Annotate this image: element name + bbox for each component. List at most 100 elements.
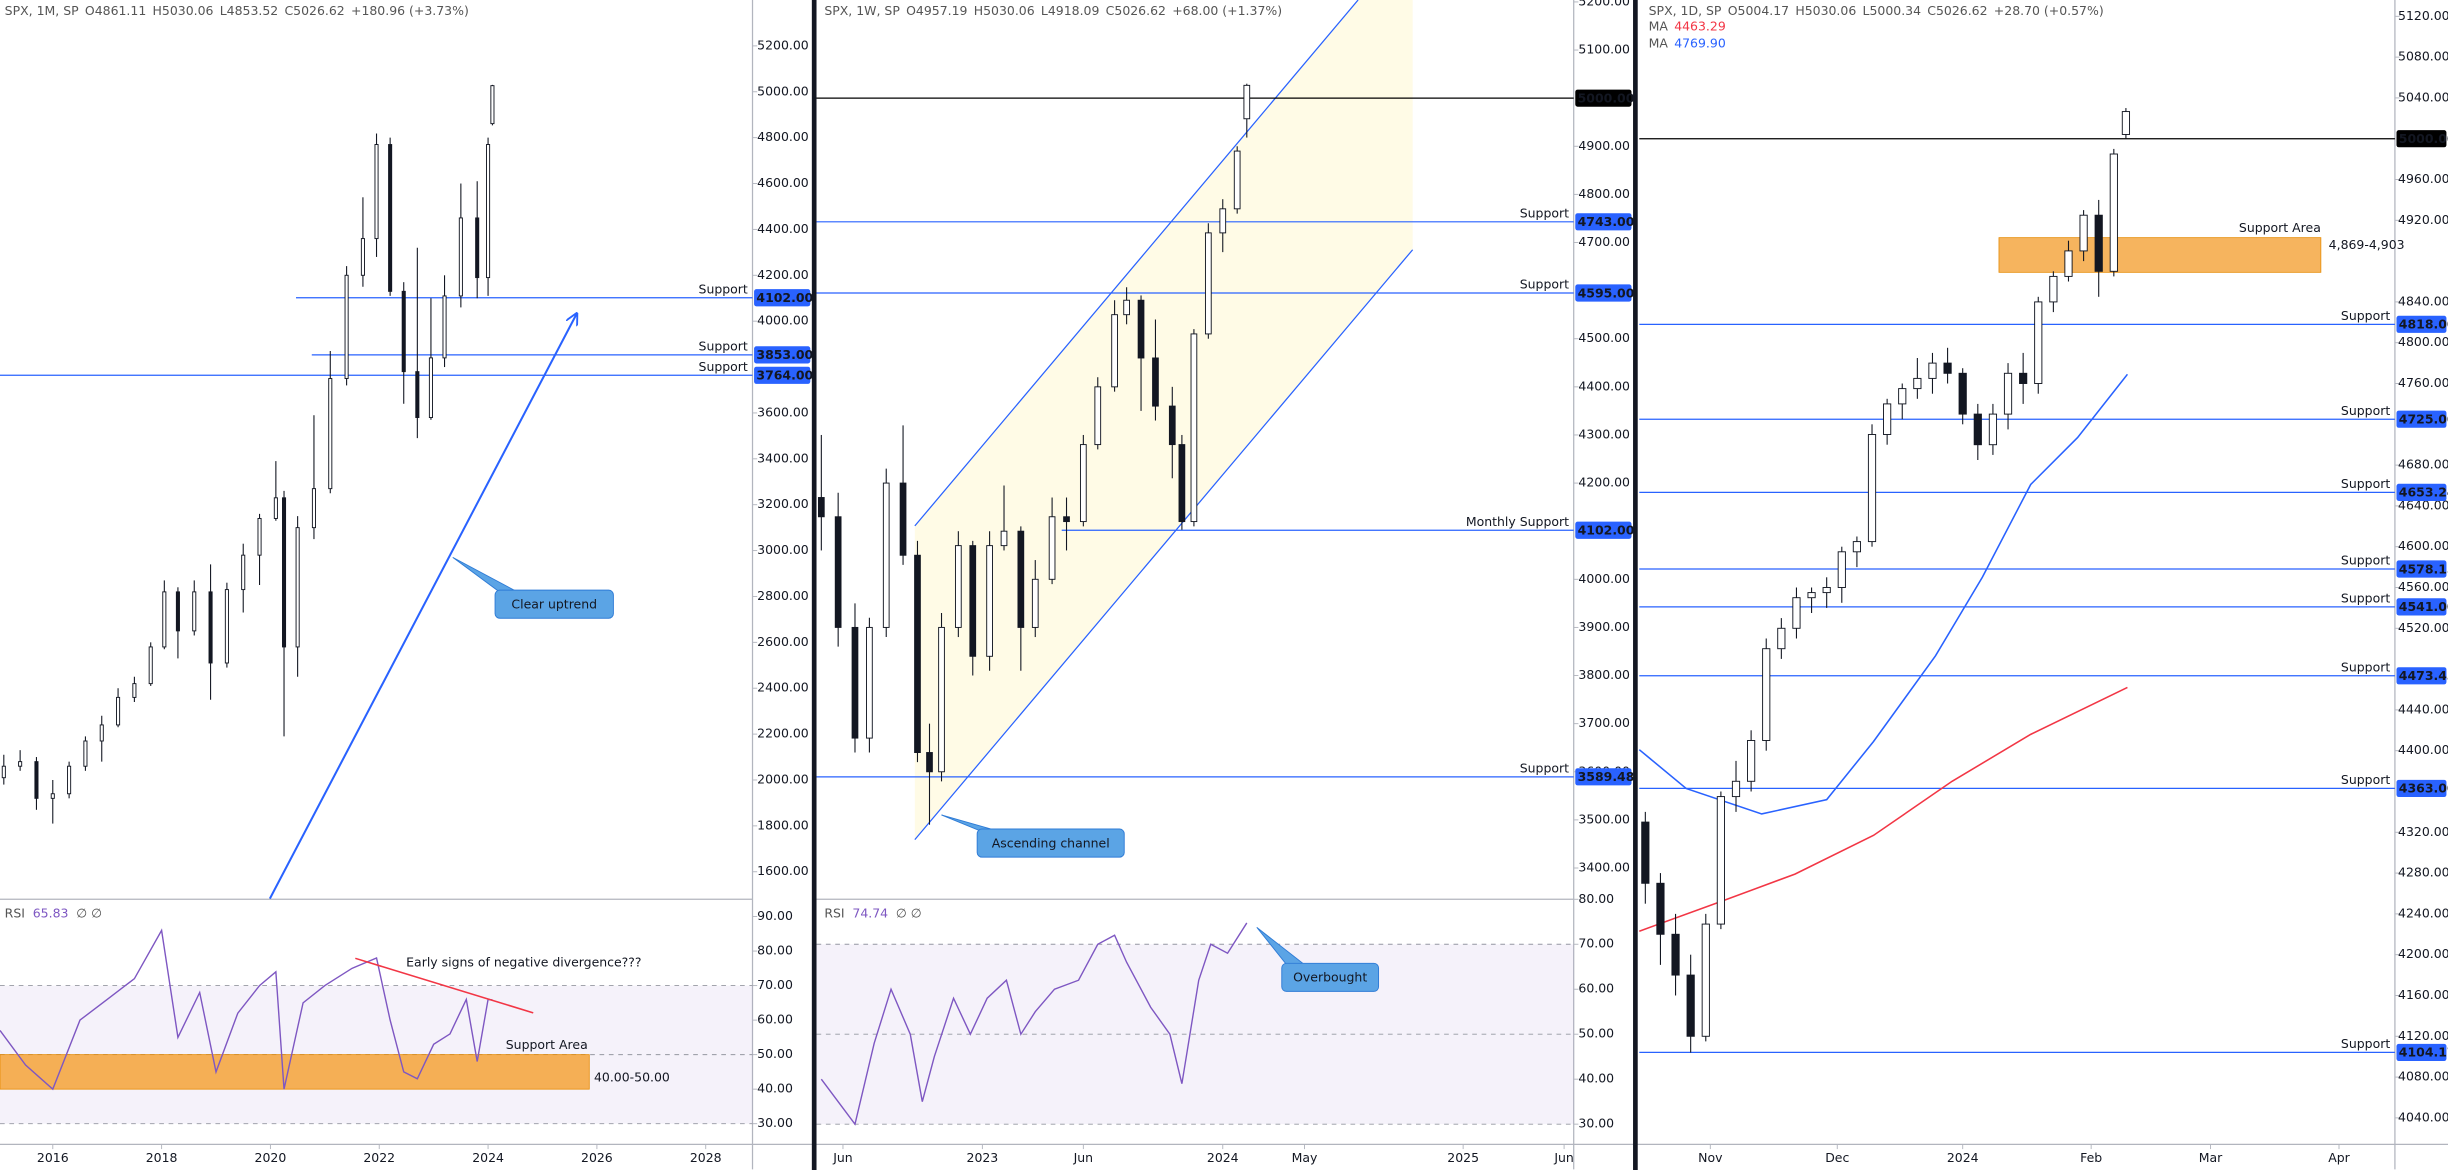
y-tick-label: 3000.00 — [757, 542, 809, 557]
callout-box — [976, 828, 1125, 858]
candle-body — [1233, 150, 1241, 210]
candle-body — [1747, 740, 1756, 782]
candle-body — [67, 765, 72, 795]
level-label-box — [2396, 410, 2447, 428]
y-tick-label: 4160.00 — [2398, 987, 2448, 1002]
level-text: Support — [2341, 1036, 2390, 1051]
level-label-box — [1575, 89, 1632, 107]
level-label: 4363.00 — [2399, 781, 2448, 796]
candle-body — [851, 626, 859, 739]
y-tick-label: 4500.00 — [1578, 330, 1630, 345]
candle-body — [1777, 627, 1786, 650]
x-tick-label: May — [1292, 1150, 1318, 1165]
candle-body — [1079, 444, 1087, 523]
candle-body — [388, 144, 393, 292]
candle-body — [2079, 214, 2088, 252]
legend-ohlc: O5004.17 — [1728, 2, 1789, 17]
level-text: Support — [2341, 591, 2390, 606]
rsi-tick-label: 30.00 — [1578, 1116, 1614, 1131]
candle-body — [1973, 413, 1982, 446]
legend: SPX, 1D, SP O5004.17 H5030.06 L5000.34 C5026… — [1649, 2, 2104, 17]
rsi-tick-label: 40.00 — [1578, 1071, 1614, 1086]
rsi-value: 65.83 — [33, 905, 69, 920]
level-label-box — [754, 289, 811, 307]
channel-line — [914, 0, 1359, 527]
legend-ohlc: +68.00 (+1.37%) — [1172, 2, 1282, 17]
y-tick-label: 3800.00 — [1578, 667, 1630, 682]
candle-body — [442, 295, 447, 359]
y-tick-label: 2600.00 — [757, 634, 809, 649]
x-tick-label: Jun — [1553, 1150, 1573, 1165]
legend-ohlc: L4918.09 — [1041, 2, 1100, 17]
ma-name: MA — [1649, 18, 1669, 33]
level-label-box — [754, 346, 811, 364]
candle-body — [1204, 232, 1212, 335]
rsi-name: RSI — [5, 905, 25, 920]
candle-body — [458, 217, 463, 297]
support-area — [1998, 237, 2322, 273]
candle-body — [1000, 530, 1008, 547]
candle-body — [50, 793, 55, 799]
candle-body — [1822, 587, 1831, 594]
candle-body — [192, 591, 197, 632]
divergence-line — [355, 957, 534, 1014]
y-tick-label: 5100.00 — [1578, 42, 1630, 57]
panel-divider — [1633, 0, 1638, 1170]
level-label: 4578.15 — [2399, 561, 2448, 576]
y-tick-label: 4000.00 — [757, 313, 809, 328]
y-tick-label: 5120.00 — [2398, 8, 2448, 23]
x-tick-label: 2024 — [1207, 1150, 1239, 1165]
level-label: 4102.00 — [756, 290, 813, 305]
candle-body — [1837, 551, 1846, 588]
candle-body — [914, 554, 921, 753]
candle-body — [2019, 372, 2028, 384]
legend-ohlc: C5026.62 — [1106, 2, 1166, 17]
y-tick-label: 4800.00 — [1578, 186, 1630, 201]
panel-divider — [811, 0, 817, 1170]
level-label: 4743.00 — [1578, 214, 1635, 229]
callout-text: Overbought — [1293, 970, 1367, 985]
rsi-tick-label: 70.00 — [757, 977, 793, 992]
y-tick-label: 4800.00 — [757, 129, 809, 144]
level-text: Support — [2341, 403, 2390, 418]
x-tick-label: 2024 — [1947, 1150, 1979, 1165]
candle-body — [2109, 153, 2118, 272]
y-tick-label: 5040.00 — [2398, 89, 2448, 104]
y-tick-label: 2000.00 — [757, 771, 809, 786]
candle-body — [1178, 444, 1186, 523]
y-tick-label: 2800.00 — [757, 588, 809, 603]
y-tick-label: 4400.00 — [757, 221, 809, 236]
ma-legend: MA 4769.90 — [1649, 35, 1726, 50]
y-tick-label: 4080.00 — [2398, 1069, 2448, 1084]
rsi-value: 74.74 — [852, 905, 888, 920]
y-tick-label: 3600.00 — [757, 404, 809, 419]
candle-body — [1898, 388, 1907, 405]
x-tick-label: 2023 — [967, 1150, 999, 1165]
rsi-tick-label: 60.00 — [757, 1012, 793, 1027]
legend-ohlc: L4853.52 — [220, 2, 279, 17]
level-text: Support — [1520, 761, 1569, 776]
support-area-label: Support Area — [506, 1037, 588, 1052]
rsi-line — [820, 922, 1248, 1126]
ma-name: MA — [1649, 35, 1669, 50]
rsi-tick-label: 80.00 — [757, 943, 793, 958]
level-text: Support — [1520, 277, 1569, 292]
candle-body — [175, 591, 180, 632]
legend-ohlc: L5000.34 — [1863, 2, 1922, 17]
level-text: Support — [2341, 553, 2390, 568]
legend: SPX, 1W, SP O4957.19 H5030.06 L4918.09 C5026… — [824, 2, 1282, 17]
candle-body — [475, 217, 480, 279]
candle-body — [1017, 530, 1025, 628]
rsi-name: RSI — [824, 905, 844, 920]
y-tick-label: 4520.00 — [2398, 620, 2448, 635]
x-tick-label: Jun — [1073, 1150, 1093, 1165]
level-label-box — [2396, 667, 2447, 685]
callout-text: Ascending channel — [992, 835, 1110, 850]
candle-body — [374, 144, 379, 240]
legend-ohlc: H5030.06 — [153, 2, 214, 17]
candle-body — [834, 516, 842, 628]
level-label: 3589.48 — [1578, 769, 1635, 784]
legend-ohlc: O4957.19 — [906, 2, 967, 17]
y-tick-label: 4400.00 — [2398, 742, 2448, 757]
candle-body — [360, 238, 365, 276]
